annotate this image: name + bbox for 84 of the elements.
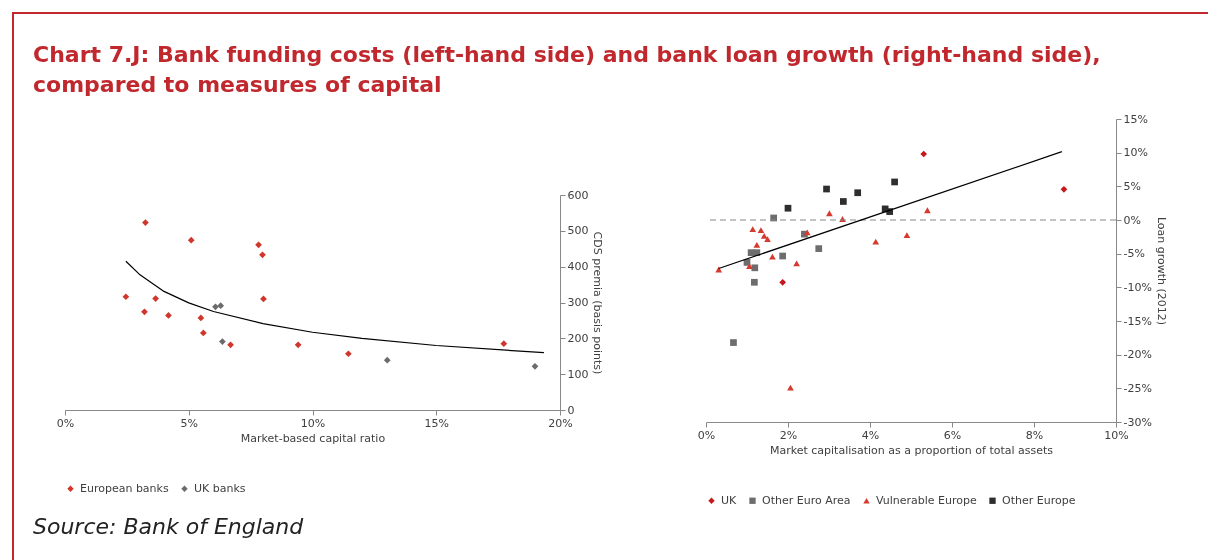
y-tick-label: -20% xyxy=(1123,348,1152,362)
point xyxy=(924,207,931,214)
y-tick-label: 500 xyxy=(567,224,589,238)
y-tick-label: -15% xyxy=(1123,314,1152,328)
y-tick-label: 10% xyxy=(1123,146,1148,160)
y-tick-label: 200 xyxy=(567,331,589,345)
point xyxy=(764,236,771,243)
y-tick-label: -25% xyxy=(1123,381,1152,395)
point xyxy=(779,252,787,260)
y-tick-label: -10% xyxy=(1123,280,1152,294)
point xyxy=(187,236,195,244)
legend-label: European banks xyxy=(80,481,169,495)
point xyxy=(891,178,898,186)
point xyxy=(200,329,207,337)
point xyxy=(500,340,508,348)
point xyxy=(826,210,833,217)
point xyxy=(903,232,911,239)
y-tick-label: -30% xyxy=(1123,415,1152,429)
point xyxy=(1060,186,1068,193)
y-axis-title: Loan growth (2012) xyxy=(1154,216,1168,326)
x-tick-label: 0% xyxy=(697,428,716,442)
point xyxy=(823,185,830,193)
point xyxy=(753,242,761,248)
point xyxy=(531,362,539,370)
point xyxy=(227,341,234,349)
x-tick-label: 8% xyxy=(1025,428,1044,442)
source-note: Source: Bank of England xyxy=(33,514,304,539)
y-tick-label: 600 xyxy=(567,188,589,202)
point xyxy=(255,241,262,249)
point xyxy=(217,302,225,310)
point xyxy=(749,226,757,232)
point xyxy=(219,338,226,345)
legend-label: UK banks xyxy=(194,481,246,495)
point xyxy=(779,278,787,286)
chart-title: Chart 7.J: Bank funding costs (left-hand side) and bank loan growth (right-hand side), compared to measures of capital xyxy=(33,41,1102,99)
x-axis-title: Market-based capital ratio xyxy=(240,431,386,445)
point xyxy=(746,263,753,270)
x-tick-label: 5% xyxy=(180,416,198,430)
x-tick-label: 0% xyxy=(56,416,75,430)
point xyxy=(784,204,792,212)
point xyxy=(294,341,302,349)
legend-label: Vulnerable Europe xyxy=(876,493,978,507)
point xyxy=(197,314,205,322)
x-tick-label: 10% xyxy=(300,416,326,430)
point xyxy=(142,219,149,226)
point xyxy=(152,295,159,302)
y-axis-title: CDS premia (basis points) xyxy=(591,231,605,375)
point xyxy=(730,339,737,346)
point xyxy=(259,251,266,259)
point xyxy=(212,303,219,311)
point xyxy=(141,308,148,316)
y-tick-label: 5% xyxy=(1123,179,1141,193)
point xyxy=(345,350,352,358)
x-tick-label: 10% xyxy=(1104,428,1129,442)
x-tick-label: 6% xyxy=(943,428,962,442)
y-tick-label: 100 xyxy=(567,367,589,381)
point xyxy=(769,253,776,260)
y-tick-label: -5% xyxy=(1123,247,1145,261)
point xyxy=(787,384,794,391)
legend-label: Other Euro Area xyxy=(762,493,851,507)
point xyxy=(815,245,823,252)
y-tick-label: 300 xyxy=(567,296,589,309)
point xyxy=(840,198,847,205)
x-tick-label: 15% xyxy=(424,416,449,430)
point xyxy=(751,278,758,286)
point xyxy=(165,312,172,319)
point xyxy=(760,232,768,239)
legend-label: Other Europe xyxy=(1002,493,1076,507)
legend-label: UK xyxy=(721,493,738,507)
y-tick-label: 0% xyxy=(1123,213,1141,227)
x-tick-label: 20% xyxy=(548,416,573,430)
point xyxy=(854,189,862,197)
point xyxy=(751,264,759,272)
point xyxy=(757,227,765,233)
point xyxy=(383,356,391,364)
x-axis-title: Market capitalisation as a proportion of total assets xyxy=(769,443,1054,457)
line-series xyxy=(125,260,545,354)
point xyxy=(122,293,130,301)
point xyxy=(920,150,928,158)
x-tick-label: 2% xyxy=(779,428,798,442)
y-tick-label: 15% xyxy=(1123,112,1148,126)
x-tick-label: 4% xyxy=(861,428,880,442)
y-tick-label: 400 xyxy=(567,260,589,274)
y-tick-label: 0 xyxy=(567,403,575,417)
